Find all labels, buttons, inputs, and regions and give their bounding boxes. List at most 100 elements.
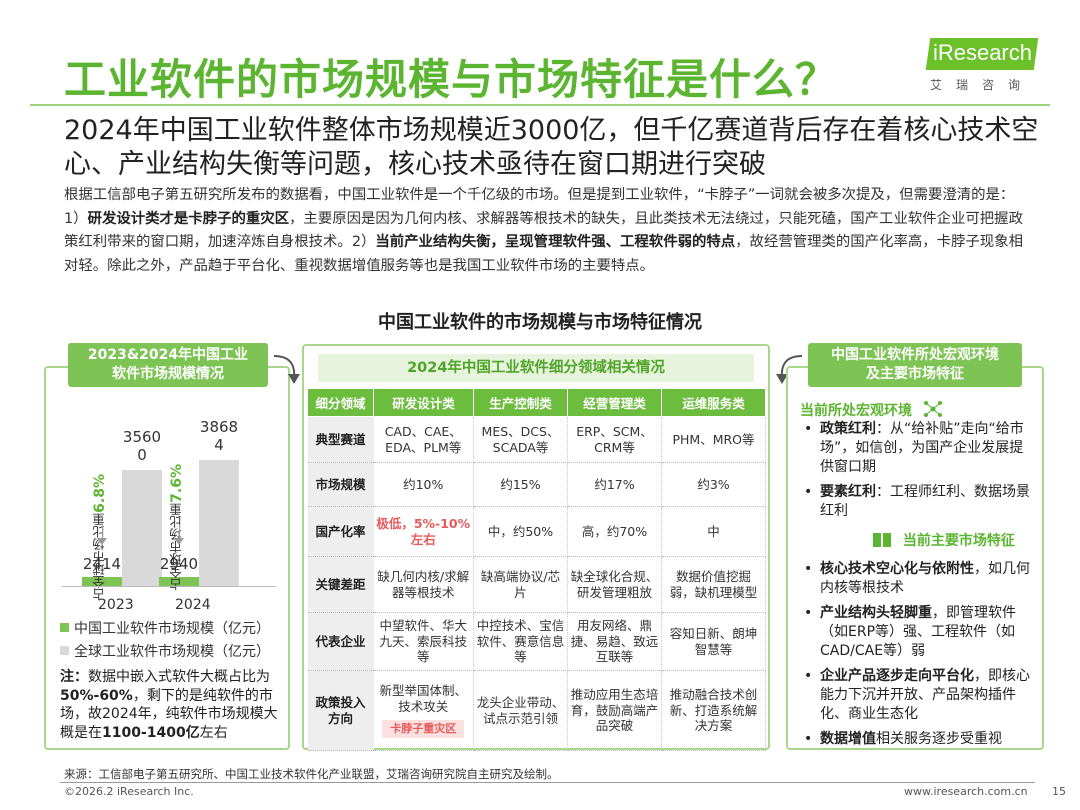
global-bar (122, 470, 162, 586)
book-icon (873, 533, 891, 547)
row-header: 关键差距 (307, 556, 374, 613)
iresearch-logo: iResearch 艾瑞咨询 (920, 36, 1046, 96)
table-cell: 高，约70% (567, 506, 662, 557)
copyright: ©2026.2 iResearch Inc. (64, 785, 194, 798)
market-note: 注：数据中嵌入式软件大概占比为 50%-60%，剩下的是纯软件的市场，故2024年… (60, 668, 282, 742)
segment-table: 细分领域 研发设计类 生产控制类 经营管理类 运维服务类 典型赛道 CAD、CA… (307, 388, 766, 751)
list-item-text: ，即管理软件（如ERP等）强、工程软件（如CAD/CAE等）弱 (820, 605, 1016, 659)
table-row: 代表企业 中望软件、华大九天、索辰科技等 中控技术、宝信软件、赛意信息等 用友网… (307, 612, 766, 671)
table-cell: 缺几何内核/求解器等根技术 (373, 556, 474, 613)
market-features-label: 当前主要市场特征 (902, 533, 1015, 549)
table-cell: 约3% (661, 462, 766, 507)
list-item: 产业结构头轻脚重，即管理软件（如ERP等）强、工程软件（如CAD/CAE等）弱 (800, 604, 1032, 661)
row-header: 代表企业 (307, 612, 374, 671)
intro-text-1: 根据工信部电子第五研究所发布的数据看，中国工业软件是一个千亿级的市场。但是提到工… (64, 187, 1015, 227)
macro-env-subtitle: 当前所处宏观环境 (800, 400, 943, 420)
table-cell: 龙头企业带动、试点示范引领 (473, 670, 568, 751)
table-cell: 用友网络、鼎捷、易趋、致远互联等 (567, 612, 662, 671)
row-header: 市场规模 (307, 462, 374, 507)
network-icon (923, 401, 942, 417)
page-title: 工业软件的市场规模与市场特征是什么？ (64, 55, 839, 104)
right-header-line-2: 及主要市场特征 (866, 366, 964, 382)
list-item-bold: 核心技术空心化与依附性 (820, 561, 974, 577)
list-item: 政策红利：从“给补贴”走向“给市场”，如信创，为国产企业发展提供窗口期 (800, 420, 1032, 477)
note-bold-1: 50%-60% (60, 687, 133, 704)
table-cell: 约10% (373, 462, 474, 507)
row-header: 典型赛道 (307, 416, 374, 463)
share-arrow-line (102, 524, 103, 538)
logo-subtitle: 艾瑞咨询 (929, 78, 1034, 92)
list-item: 要素红利：工程师红利、数据场景红利 (800, 483, 1032, 521)
table-cell: 容知日新、朗坤智慧等 (661, 612, 766, 671)
note-text-1: 数据中嵌入式软件大概占比为 (88, 669, 270, 685)
year-label: 2024 (175, 597, 211, 613)
year-label: 2023 (98, 597, 134, 613)
list-item-bold: 要素红利 (820, 484, 876, 500)
global-value-line: 0 (137, 446, 147, 465)
policy-cell-text: 新型举国体制、技术攻关 (379, 683, 467, 714)
right-header-line-1: 中国工业软件所处宏观环境 (831, 347, 999, 363)
table-cell: 中，约50% (473, 506, 568, 557)
page-number: 15 (1052, 785, 1066, 798)
share-arrow-line (179, 524, 180, 538)
header-cell: 运维服务类 (661, 388, 766, 417)
note-text-2: ，剩下的是纯软件的市场，故2024年，纯软件市场规模大概是在 (60, 687, 278, 741)
list-item-bold: 企业产品逐步走向平台化 (820, 668, 974, 684)
intro-paragraph: 根据工信部电子第五研究所发布的数据看，中国工业软件是一个千亿级的市场。但是提到工… (64, 184, 1024, 278)
list-item-bold: 数据增值 (820, 731, 876, 747)
china-value-label: 2940 (159, 555, 199, 573)
macro-env-label: 当前所处宏观环境 (800, 403, 912, 419)
china-bar (82, 577, 122, 586)
table-cell: 数据价值挖掘弱，缺机理模型 (661, 556, 766, 613)
list-item: 核心技术空心化与依附性，如几何内核等根技术 (800, 560, 1032, 598)
legend-label-global: 全球工业软件市场规模（亿元） (74, 644, 270, 660)
note-label: 注： (60, 669, 88, 685)
website-link[interactable]: www.iresearch.com.cn (904, 785, 1028, 798)
table-cell: 缺全球化合规、研发管理粗放 (567, 556, 662, 613)
header-cell: 生产控制类 (473, 388, 568, 417)
share-label-text: 占全球市场比重 (92, 512, 107, 601)
share-arrow-head (174, 538, 184, 545)
table-cell: 约17% (567, 462, 662, 507)
intro-text-2: ，主要原因是因为几何内核、求解器等根技术的缺失，且此类技术无法绕过，只能死磕，国… (64, 210, 1023, 251)
share-label-pct: 7.6% (169, 464, 185, 503)
table-row: 典型赛道 CAD、CAE、EDA、PLM等 MES、DCS、SCADA等 ERP… (307, 416, 766, 463)
table-row: 关键差距 缺几何内核/求解器等根技术 缺高端协议/芯片 缺全球化合规、研发管理粗… (307, 556, 766, 613)
logo-text: iResearch (932, 40, 1032, 65)
table-cell: 中 (661, 506, 766, 557)
legend-china: 中国工业软件市场规模（亿元） (60, 618, 270, 638)
connector-arrow-left (273, 355, 300, 384)
global-value-line: 3868 (199, 418, 239, 436)
global-value-label: 3560 0 (118, 428, 166, 464)
headline: 2024年中国工业软件整体市场规模近3000亿，但千亿赛道背后存在着核心技术空心… (64, 115, 1039, 180)
china-bar (159, 577, 199, 586)
intro-bold-2: 当前产业结构失衡，呈现管理软件强、工程软件弱的特点 (375, 234, 736, 250)
intro-text-3: ，故经营管理类的国产化率高，卡脖子现象相对轻。除此之外，产品趋于平台化、重视数据… (64, 234, 1023, 274)
share-label-text: 占全球市场比重 (169, 502, 184, 591)
connector-arrow-right (776, 355, 803, 384)
list-item: 企业产品逐步走向平台化，即核心能力下沉并开放、产品架构插件化、商业生态化 (800, 667, 1032, 724)
table-header-row: 细分领域 研发设计类 生产控制类 经营管理类 运维服务类 (307, 388, 766, 417)
table-cell: 中望软件、华大九天、索辰科技等 (373, 612, 474, 671)
intro-bold-1: 研发设计类才是卡脖子的重灾区 (87, 210, 290, 227)
table-row: 市场规模 约10% 约15% 约17% 约3% (307, 462, 766, 507)
table-cell: 推动融合技术创新、打造系统解决方案 (661, 670, 766, 751)
table-cell: 中控技术、宝信软件、赛意信息等 (473, 612, 568, 671)
table-cell: 新型举国体制、技术攻关 卡脖子重灾区 (373, 670, 474, 751)
legend-label-china: 中国工业软件市场规模（亿元） (74, 621, 270, 637)
table-cell: PHM、MRO等 (661, 416, 766, 463)
share-arrow-head (97, 538, 107, 545)
header-cell: 经营管理类 (567, 388, 662, 417)
list-item-text: ，如几何内核等根技术 (820, 561, 1030, 596)
global-bar (199, 460, 239, 586)
legend-swatch-global (60, 646, 69, 655)
table-cell: 推动应用生态培育，鼓励高端产品突破 (567, 670, 662, 751)
list-item-text: ：工程师红利、数据场景红利 (820, 484, 1030, 519)
market-features-list: 核心技术空心化与依附性，如几何内核等根技术 产业结构头轻脚重，即管理软件（如ER… (800, 560, 1032, 755)
left-header-line-2: 软件市场规模情况 (112, 366, 224, 382)
right-panel-header: 中国工业软件所处宏观环境 及主要市场特征 (808, 343, 1022, 387)
left-panel-header: 2023&2024年中国工业 软件市场规模情况 (68, 343, 268, 387)
middle-panel-title: 2024年中国工业软件细分领域相关情况 (318, 354, 754, 382)
bottleneck-tag: 卡脖子重灾区 (382, 720, 465, 738)
header-cell: 研发设计类 (373, 388, 474, 417)
